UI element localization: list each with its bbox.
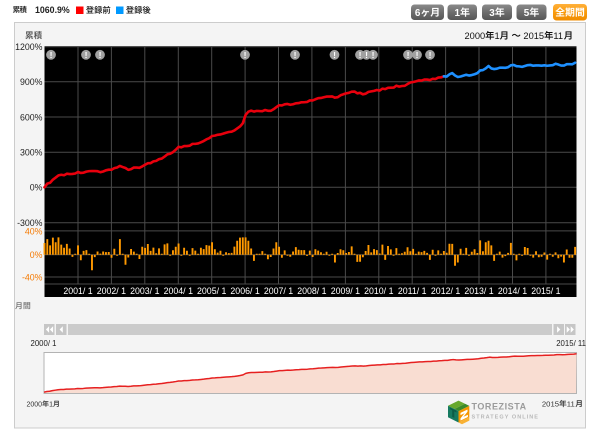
svg-text:2005/ 1: 2005/ 1 bbox=[197, 286, 226, 296]
svg-text:!: ! bbox=[365, 50, 368, 60]
svg-text:!: ! bbox=[416, 50, 419, 60]
svg-text:-40%: -40% bbox=[22, 272, 43, 282]
svg-text:2015/ 11: 2015/ 11 bbox=[556, 339, 586, 348]
svg-text:!: ! bbox=[429, 50, 432, 60]
svg-text:2000/ 1: 2000/ 1 bbox=[31, 339, 57, 348]
svg-text:!: ! bbox=[50, 50, 53, 60]
svg-text:!: ! bbox=[333, 50, 336, 60]
svg-text:!: ! bbox=[372, 50, 375, 60]
svg-text:2012/ 1: 2012/ 1 bbox=[431, 286, 460, 296]
svg-text:900%: 900% bbox=[20, 77, 43, 87]
svg-text:!: ! bbox=[359, 50, 362, 60]
svg-text:2015/ 1: 2015/ 1 bbox=[531, 286, 560, 296]
svg-text:600%: 600% bbox=[20, 112, 43, 122]
svg-text:11: 11 bbox=[553, 31, 563, 41]
svg-text:1: 1 bbox=[49, 401, 53, 408]
svg-text:1: 1 bbox=[494, 31, 499, 41]
svg-text:11: 11 bbox=[567, 399, 575, 408]
svg-text:2000: 2000 bbox=[465, 31, 486, 41]
svg-text:2007/ 1: 2007/ 1 bbox=[264, 286, 293, 296]
svg-text:2015: 2015 bbox=[523, 31, 544, 41]
svg-text:-300%: -300% bbox=[17, 218, 43, 228]
svg-text:2001/ 1: 2001/ 1 bbox=[63, 286, 92, 296]
svg-text:300%: 300% bbox=[20, 148, 43, 158]
svg-text:2011/ 1: 2011/ 1 bbox=[398, 286, 427, 296]
svg-text:2002/ 1: 2002/ 1 bbox=[97, 286, 126, 296]
svg-text:2003/ 1: 2003/ 1 bbox=[130, 286, 159, 296]
svg-text:0%: 0% bbox=[30, 183, 43, 193]
svg-text:3: 3 bbox=[489, 8, 495, 19]
svg-text:2013/ 1: 2013/ 1 bbox=[464, 286, 493, 296]
svg-text:1060.9%: 1060.9% bbox=[35, 5, 70, 15]
svg-text:2010/ 1: 2010/ 1 bbox=[364, 286, 393, 296]
svg-text:2006/ 1: 2006/ 1 bbox=[230, 286, 259, 296]
svg-text:1200%: 1200% bbox=[15, 42, 43, 52]
svg-text:2000: 2000 bbox=[27, 401, 43, 408]
svg-text:2009/ 1: 2009/ 1 bbox=[331, 286, 360, 296]
svg-text:!: ! bbox=[99, 50, 102, 60]
svg-text:1: 1 bbox=[455, 8, 461, 19]
svg-text:!: ! bbox=[407, 50, 410, 60]
svg-text:!: ! bbox=[294, 50, 297, 60]
svg-text:STRATEGY ONLINE: STRATEGY ONLINE bbox=[472, 414, 540, 420]
svg-text:6: 6 bbox=[415, 8, 421, 19]
svg-text:2004/ 1: 2004/ 1 bbox=[164, 286, 193, 296]
svg-text:5: 5 bbox=[524, 8, 530, 19]
svg-text:2015: 2015 bbox=[542, 399, 559, 408]
svg-text:!: ! bbox=[85, 50, 88, 60]
svg-text:!: ! bbox=[244, 50, 247, 60]
svg-text:TOREZISTA: TOREZISTA bbox=[472, 401, 527, 411]
svg-text:2014/ 1: 2014/ 1 bbox=[498, 286, 527, 296]
svg-text:40%: 40% bbox=[25, 226, 43, 236]
svg-text:2008/ 1: 2008/ 1 bbox=[297, 286, 326, 296]
svg-text:0%: 0% bbox=[30, 250, 43, 260]
